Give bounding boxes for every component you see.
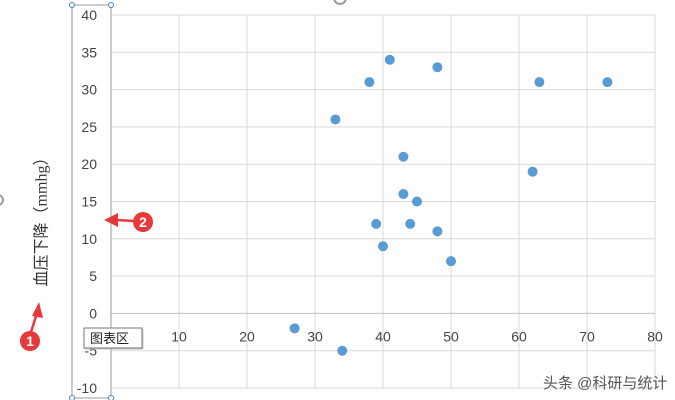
data-points[interactable] [289,54,613,356]
y-tick-label: 15 [81,194,97,210]
x-tick-label: 60 [511,328,527,344]
data-point[interactable] [371,218,382,229]
y-tick-label: 35 [81,44,97,60]
y-tick-label: 25 [81,119,97,135]
annotation-marker-2: 2 [104,212,153,232]
data-point[interactable] [446,256,456,267]
x-tick-label: 30 [307,328,323,344]
y-tick-label: 40 [81,7,97,23]
chart-area-tooltip: 图表区 [83,327,144,350]
resize-handle[interactable] [69,395,75,400]
y-axis-title-selection[interactable] [69,2,114,400]
y-tick-label: 5 [89,268,97,284]
tooltip-text: 图表区 [90,331,129,346]
x-tick-label: 50 [443,328,459,344]
y-tick-label: -10 [77,380,97,396]
resize-handle[interactable] [108,395,114,400]
data-point[interactable] [337,345,348,356]
x-tick-label: 40 [375,328,391,344]
x-tick-label: 20 [239,328,255,344]
y-tick-label: 20 [81,156,97,172]
annotation-marker-1: 1 [20,302,43,351]
resize-handle[interactable] [69,2,75,8]
marker-2-label: 2 [139,214,147,230]
x-tick-label: 80 [647,328,663,344]
data-point[interactable] [384,54,395,65]
data-point[interactable] [527,166,538,177]
y-tick-label: 0 [89,305,97,321]
data-point[interactable] [330,114,341,125]
data-point[interactable] [534,77,545,88]
watermark: 头条 @科研与统计 [543,375,667,392]
chart-left-handle[interactable] [0,194,4,206]
y-tick-label: 10 [81,231,97,247]
data-point[interactable] [378,241,388,252]
data-point[interactable] [432,62,443,73]
data-point[interactable] [602,77,613,88]
chart-top-handle[interactable] [333,0,347,5]
data-point[interactable] [289,323,300,334]
data-point[interactable] [432,226,443,237]
x-tick-label: 70 [579,328,595,344]
data-point[interactable] [398,189,409,200]
data-point[interactable] [364,77,375,88]
y-axis-title[interactable]: 血压下降（mmhg） [33,150,51,287]
marker-1-label: 1 [26,333,34,349]
gridlines [111,14,656,389]
data-point[interactable] [405,218,416,229]
resize-handle[interactable] [108,2,114,8]
data-point[interactable] [398,151,409,162]
selection-box [71,4,112,399]
y-tick-label: 30 [81,82,97,98]
data-point[interactable] [412,196,422,207]
x-tick-label: 10 [171,328,187,344]
